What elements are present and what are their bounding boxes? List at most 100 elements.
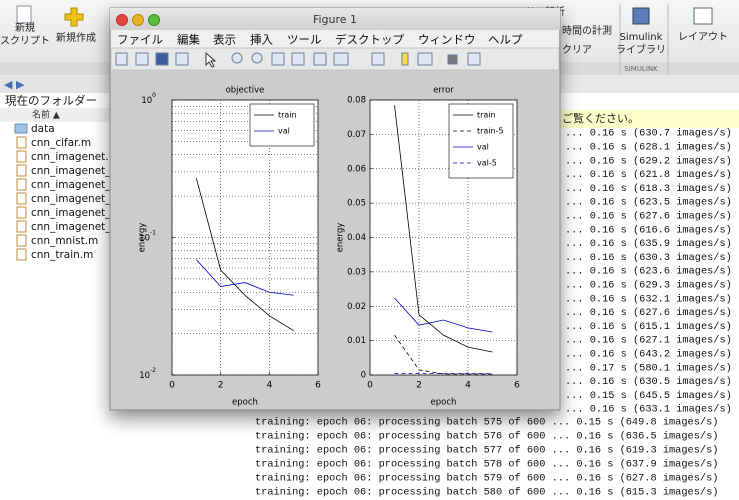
tool-icon[interactable] (135, 52, 149, 66)
console-line: ... 0.16 s (630.3 images/s) (565, 252, 732, 264)
figure-menubar (111, 30, 559, 48)
file-name[interactable]: cnn_mnist.m (31, 235, 98, 247)
zoom-button[interactable] (148, 14, 160, 26)
minimize-button[interactable] (132, 14, 144, 26)
toolstrip-button-label[interactable]: レイアウト (678, 31, 728, 43)
y-tick-label: 0.03 (347, 267, 366, 277)
toolstrip-button-label[interactable]: Simulink (620, 32, 663, 43)
file-name[interactable]: data (31, 123, 55, 135)
menu-item[interactable]: 編集 (177, 33, 200, 47)
file-name[interactable]: cnn_imagenet_ (31, 193, 111, 205)
tick-base: 10 (139, 233, 150, 243)
icon (693, 7, 713, 25)
series-line (196, 259, 294, 296)
console-line: ... 0.16 s (627.6 images/s) (565, 307, 732, 319)
file-name[interactable]: cnn_cifar.m (31, 137, 91, 149)
tool-icon[interactable] (401, 52, 409, 66)
x-tick-label: 0 (169, 381, 175, 391)
console-line: ... 0.17 s (580.1 images/s) (565, 362, 732, 374)
menu-item[interactable]: 挿入 (250, 33, 273, 47)
series-line (394, 297, 493, 333)
y-tick-label: 0.07 (347, 130, 366, 140)
console-line: ... 0.16 s (630.5 images/s) (565, 376, 732, 388)
tool-icon[interactable] (175, 52, 189, 66)
nav-arrows[interactable]: ◀ ▶ (4, 78, 25, 91)
toolstrip-button-label[interactable]: 時間の計測 (562, 24, 612, 37)
tool-icon[interactable] (205, 51, 217, 68)
console-line: ... 0.16 s (630.7 images/s) (565, 128, 732, 140)
toolstrip-button-label[interactable]: 新規 (15, 22, 35, 34)
icon (64, 7, 84, 27)
figure-titlebar (110, 8, 560, 30)
menu-item[interactable]: ツール (287, 33, 322, 47)
menu-item[interactable]: 表示 (213, 33, 236, 47)
menu-item[interactable]: ウィンドウ (418, 33, 476, 47)
tool-icon[interactable] (333, 52, 349, 66)
file-icon (16, 234, 27, 247)
menu-item[interactable]: ファイル (117, 33, 163, 47)
toolstrip-button-label[interactable]: 新規作成 (56, 32, 96, 44)
file-name[interactable]: cnn_imagenet.r (31, 151, 114, 163)
console-line: ... 0.16 s (623.6 images/s) (565, 266, 732, 278)
console-line: training: epoch 06: processing batch 577… (255, 445, 718, 457)
series-line (394, 334, 493, 375)
toolstrip-button-label[interactable]: スクリプト (0, 35, 50, 47)
tool-icon[interactable] (271, 52, 285, 66)
y-axis-label: energy (138, 223, 148, 253)
figure-window: Figure 1 ファイル 編集 表示 挿入 ツール デスクトップ ウィンドウ ヘルプ 0 2 4 6 1… (109, 7, 561, 411)
toolstrip-button-label[interactable]: クリア (562, 44, 592, 56)
menu-item[interactable]: デスクトップ (335, 33, 404, 47)
legend-box (448, 103, 514, 179)
y-tick-label: 0.08 (347, 96, 366, 106)
figure-title: Figure 1 (313, 13, 357, 26)
tool-icon[interactable] (291, 52, 305, 66)
series-line (394, 105, 493, 353)
tick-exponent: -1 (150, 229, 156, 236)
toolstrip-button-label[interactable]: ライブラリ (616, 43, 666, 56)
console-line: ... 0.15 s (645.5 images/s) (565, 390, 732, 402)
tool-icon[interactable] (313, 52, 327, 66)
close-button[interactable] (116, 14, 128, 26)
tool-icon[interactable] (231, 52, 243, 64)
console-line: ... 0.16 s (627.6 images/s) (565, 211, 732, 223)
file-name[interactable]: cnn_train.m (31, 249, 93, 261)
file-name[interactable]: cnn_imagenet_ (31, 165, 111, 177)
console-line: ... 0.16 s (616.6 images/s) (565, 224, 732, 236)
y-tick-label: 0.06 (347, 164, 366, 174)
file-name[interactable]: cnn_imagenet_ (31, 179, 111, 191)
tool-icon[interactable] (115, 52, 128, 66)
console-line: ... 0.16 s (629.3 images/s) (565, 280, 732, 292)
tool-icon[interactable] (417, 52, 433, 66)
file-icon (16, 192, 27, 205)
legend-label: train-5 (477, 127, 504, 136)
legend-label: train (278, 111, 297, 120)
tool-icon[interactable] (447, 54, 458, 65)
icon (632, 7, 650, 25)
console-line: ... 0.16 s (629.2 images/s) (565, 155, 732, 167)
console-line: ... 0.16 s (623.5 images/s) (565, 197, 732, 209)
tool-icon[interactable] (467, 52, 481, 66)
x-tick-label: 0 (367, 381, 373, 391)
console-line: ... 0.16 s (635.9 images/s) (565, 238, 732, 250)
axes-box (171, 99, 319, 376)
file-name[interactable]: cnn_imagenet_ (31, 221, 111, 233)
console-notice: ご覧ください。 (562, 111, 639, 125)
console-line: ... 0.16 s (633.1 images/s) (565, 404, 732, 416)
console-line: ... 0.16 s (628.1 images/s) (565, 142, 732, 154)
file-name[interactable]: cnn_imagenet_ (31, 207, 111, 219)
y-tick-label: 0.04 (347, 233, 366, 243)
tick-exponent: 0 (152, 92, 156, 99)
menu-item[interactable]: ヘルプ (488, 33, 523, 47)
tool-icon[interactable] (155, 52, 169, 66)
y-tick-label: 100 (141, 92, 156, 106)
file-icon (16, 220, 27, 233)
tool-icon[interactable] (371, 52, 385, 66)
y-tick-label: 0 (361, 371, 366, 381)
console-line: ... 0.16 s (621.8 images/s) (565, 169, 732, 181)
x-tick-label: 2 (416, 381, 422, 391)
tool-icon[interactable] (251, 52, 263, 64)
legend-box (249, 103, 315, 147)
x-tick-label: 2 (218, 381, 224, 391)
